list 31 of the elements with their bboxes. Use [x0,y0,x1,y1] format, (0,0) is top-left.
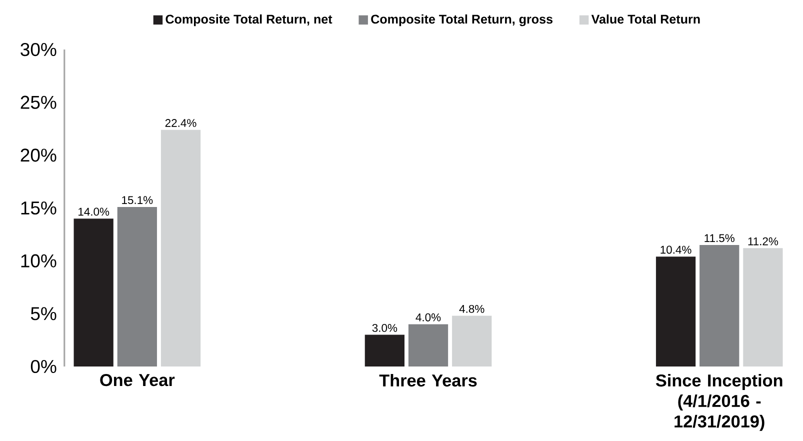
y-tick-label: 30% [20,43,56,56]
data-label: 15.1% [122,196,153,204]
data-label: 14.0% [78,208,110,216]
bar [408,324,448,367]
legend-label: Composite Total Return, gross [371,14,552,26]
y-tick-label: 15% [21,202,56,215]
data-label: 22.4% [165,119,196,128]
y-tick-label: 25% [20,96,56,109]
data-label: 10.4% [660,246,692,254]
bar [743,248,783,367]
bar [364,334,404,367]
legend-label: Value Total Return [591,14,700,24]
data-label: 11.2% [748,237,778,246]
bar [656,256,696,367]
y-tick-label: 10% [21,254,56,268]
bar [117,207,157,367]
bar [160,130,201,367]
legend-label: Composite Total Return, net [166,14,332,26]
y-tick-label: 0% [30,360,56,374]
bar [700,245,740,367]
y-tick-label: 5% [30,307,56,320]
x-tick-label: Since Inception (4/1/2016 - 12/31/2019) [656,374,782,432]
bar [74,218,114,367]
data-label: 3.0% [372,324,398,332]
bar [452,316,492,367]
data-label: 4.0% [416,313,441,322]
data-label: 11.5% [704,234,734,242]
x-tick-label: One Year [100,374,175,386]
y-tick-label: 20% [20,148,56,162]
data-label: 4.8% [459,305,484,313]
x-tick-label: Three Years [379,374,477,387]
